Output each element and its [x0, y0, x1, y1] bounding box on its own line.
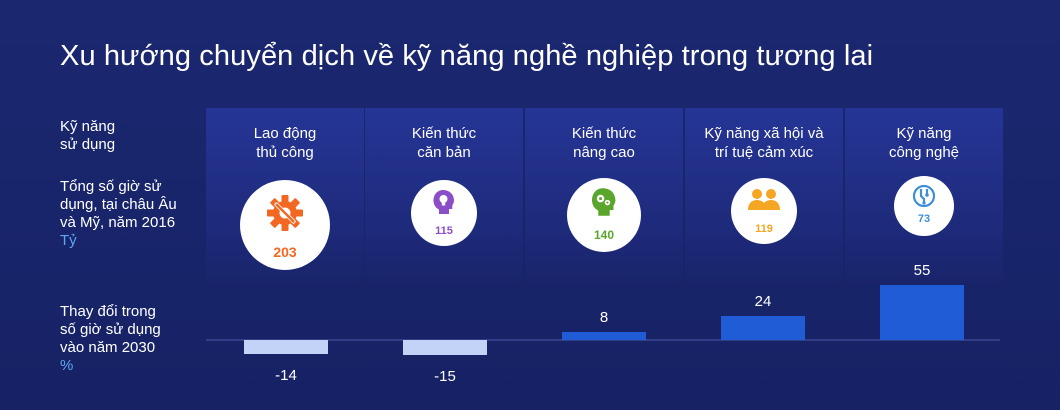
- skill-title: Lao động thủ công: [206, 124, 364, 162]
- skill-column-social: Kỹ năng xã hội và trí tuệ cảm xúc 119: [685, 108, 843, 286]
- skill-title: Kiến thức căn bản: [365, 124, 523, 162]
- skill-circle: 203: [240, 180, 330, 270]
- row-label-change: Thay đổi trong số giờ sử dụng vào năm 20…: [60, 303, 190, 375]
- row-label-change-line: Thay đổi trong: [60, 303, 156, 320]
- skill-title: Kỹ năng công nghệ: [845, 124, 1003, 162]
- skill-hours: 115: [435, 225, 453, 237]
- people-icon: [748, 189, 780, 210]
- skill-circle: 119: [731, 178, 797, 244]
- row-label-skills-line: Kỹ năng: [60, 118, 116, 135]
- change-bar-label: -15: [434, 368, 456, 385]
- skill-title-line: Kiến thức: [571, 125, 637, 142]
- change-bar: [880, 285, 964, 340]
- row-label-change-unit: %: [60, 357, 74, 374]
- change-bar-label: 55: [914, 262, 931, 279]
- skill-title-line: thủ công: [256, 144, 314, 161]
- skill-column-tech: Kỹ năng công nghệ 73: [845, 108, 1003, 286]
- skill-title-line: trí tuệ cảm xúc: [714, 144, 814, 161]
- change-bar: [244, 340, 328, 354]
- row-label-hours-line: dụng, tại châu Âu: [60, 196, 177, 213]
- skill-circle: 73: [894, 176, 954, 236]
- gear-wrench-icon: [267, 195, 303, 231]
- row-label-hours: Tổng số giờ sử dụng, tại châu Âu và Mỹ, …: [60, 178, 190, 250]
- skill-column-manual: Lao động thủ công 203: [206, 108, 364, 286]
- change-bar: [403, 340, 487, 355]
- skill-hours: 140: [593, 228, 615, 242]
- skill-title-line: công nghệ: [888, 144, 960, 161]
- head-gears-icon: [592, 188, 616, 216]
- head-lightbulb-icon: [433, 190, 454, 214]
- skill-title: Kỹ năng xã hội và trí tuệ cảm xúc: [685, 124, 843, 162]
- skill-title-line: Kiến thức: [411, 125, 477, 142]
- row-label-skills: Kỹ năng sử dụng: [60, 118, 180, 154]
- change-bar-label: 8: [600, 309, 608, 326]
- tech-circuit-icon: [912, 184, 936, 208]
- skill-hours: 119: [755, 223, 773, 235]
- skill-column-basic: Kiến thức căn bản 115: [365, 108, 523, 286]
- change-bar: [562, 332, 646, 340]
- skill-title-line: Kỹ năng: [896, 125, 952, 142]
- row-label-change-line: số giờ sử dụng: [60, 321, 161, 338]
- skill-circle: 115: [411, 180, 477, 246]
- row-label-hours-line: Tổng số giờ sử: [60, 178, 162, 195]
- skill-title: Kiến thức nâng cao: [525, 124, 683, 162]
- row-label-hours-unit: Tỷ: [60, 232, 77, 249]
- skill-title-line: nâng cao: [573, 144, 635, 161]
- skill-title-line: căn bản: [417, 144, 471, 161]
- change-bar-label: 24: [755, 293, 772, 310]
- change-bar-label: -14: [275, 367, 297, 384]
- row-label-skills-line: sử dụng: [60, 136, 116, 153]
- skill-circle: 140: [567, 178, 641, 252]
- skill-hours: 203: [273, 244, 297, 260]
- skill-title-line: Lao động: [253, 125, 317, 142]
- skill-column-advanced: Kiến thức nâng cao 140: [525, 108, 683, 286]
- row-label-change-line: vào năm 2030: [60, 339, 156, 356]
- row-label-hours-line: và Mỹ, năm 2016: [60, 214, 176, 231]
- skill-title-line: Kỹ năng xã hội và: [704, 125, 824, 142]
- change-bar: [721, 316, 805, 340]
- chart-title: Xu hướng chuyển dịch về kỹ năng nghề ngh…: [60, 40, 874, 72]
- skill-hours: 73: [917, 213, 931, 225]
